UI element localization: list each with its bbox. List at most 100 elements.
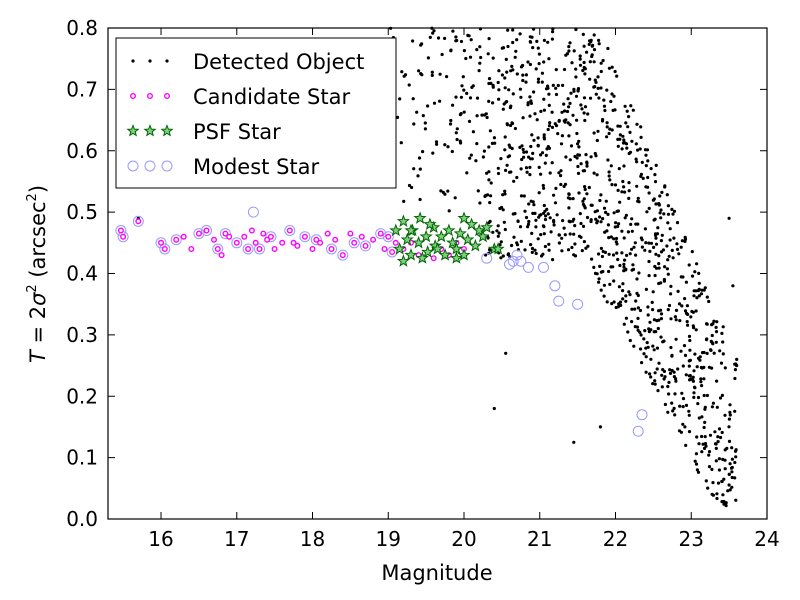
detected-object-point bbox=[614, 221, 618, 225]
detected-object-point bbox=[612, 300, 616, 304]
detected-object-point bbox=[515, 241, 519, 245]
x-tick-label: 19 bbox=[376, 527, 401, 551]
detected-object-point bbox=[426, 56, 430, 60]
detected-object-point bbox=[620, 251, 624, 255]
detected-object-point bbox=[567, 45, 571, 49]
detected-object-point bbox=[486, 236, 490, 240]
detected-object-point bbox=[543, 217, 548, 222]
detected-object-point bbox=[634, 253, 638, 257]
x-tick-label: 20 bbox=[451, 527, 476, 551]
detected-object-point bbox=[690, 274, 695, 278]
candidate-star-point bbox=[313, 236, 320, 243]
y-axis-label-close: ) bbox=[26, 185, 50, 193]
detected-object-point bbox=[529, 199, 533, 203]
detected-object-point bbox=[702, 425, 706, 430]
detected-object-point bbox=[644, 164, 648, 168]
detected-object-point bbox=[450, 149, 454, 154]
detected-object-point bbox=[529, 157, 533, 161]
detected-object-point bbox=[720, 430, 724, 435]
detected-object-point bbox=[687, 413, 691, 417]
detected-object-point bbox=[581, 199, 585, 203]
detected-object-point bbox=[713, 442, 718, 446]
detected-object-point bbox=[647, 259, 651, 264]
detected-object-point bbox=[568, 101, 572, 105]
detected-object-point bbox=[609, 235, 613, 239]
detected-object-point bbox=[583, 67, 587, 71]
detected-object-point bbox=[695, 262, 699, 266]
detected-object-point bbox=[593, 210, 597, 214]
detected-object-point bbox=[640, 160, 644, 164]
detected-object-point bbox=[532, 203, 536, 207]
detected-object-point bbox=[733, 460, 737, 465]
detected-object-point bbox=[549, 230, 553, 234]
candidate-star-point bbox=[195, 230, 202, 237]
detected-object-point bbox=[733, 368, 738, 372]
detected-object-point bbox=[618, 137, 622, 141]
detected-object-point bbox=[469, 153, 473, 157]
y-axis-label-unit-sup: 2 bbox=[25, 193, 40, 201]
detected-object-point bbox=[400, 70, 404, 74]
detected-object-point bbox=[727, 472, 731, 476]
x-tick-label: 17 bbox=[224, 527, 249, 551]
detected-object-point bbox=[445, 75, 449, 79]
detected-object-point bbox=[537, 191, 541, 195]
detected-object-point bbox=[635, 325, 640, 329]
detected-object-point bbox=[667, 254, 671, 258]
candidate-star-point bbox=[358, 233, 365, 240]
detected-object-point bbox=[646, 345, 650, 349]
detected-object-point bbox=[451, 103, 455, 107]
detected-object-point bbox=[693, 459, 697, 463]
detected-object-point bbox=[631, 267, 636, 271]
detected-object-point bbox=[510, 146, 514, 151]
legend-label: Detected Object bbox=[193, 50, 364, 74]
candidate-star-point bbox=[241, 233, 248, 240]
detected-object-point bbox=[733, 376, 737, 381]
legend-label: Modest Star bbox=[193, 155, 319, 179]
candidate-star-point bbox=[214, 245, 221, 252]
detected-object-point bbox=[539, 153, 543, 157]
detected-object-point bbox=[644, 287, 649, 291]
detected-object-point bbox=[582, 111, 586, 115]
detected-object-point bbox=[584, 153, 588, 157]
detected-object-point bbox=[545, 207, 549, 211]
detected-object-point bbox=[681, 364, 685, 368]
detected-object-point bbox=[676, 367, 680, 371]
detected-object-point bbox=[491, 101, 495, 105]
detected-object-point bbox=[569, 91, 573, 95]
detected-object-point bbox=[578, 57, 582, 61]
detected-object-point bbox=[717, 468, 722, 472]
detected-object-point bbox=[671, 409, 675, 413]
modest-star-point bbox=[212, 243, 224, 255]
psf-star-point bbox=[480, 220, 494, 234]
detected-object-point bbox=[700, 366, 704, 370]
detected-object-point bbox=[499, 240, 503, 244]
detected-object-point bbox=[567, 219, 571, 223]
detected-object-point bbox=[730, 457, 735, 461]
candidate-star-point bbox=[377, 230, 384, 237]
detected-object-point bbox=[662, 369, 667, 373]
detected-object-point bbox=[438, 72, 442, 76]
detected-object-point bbox=[647, 191, 651, 195]
detected-object-point bbox=[582, 240, 587, 244]
detected-object-point bbox=[455, 137, 459, 142]
detected-object-point bbox=[611, 265, 615, 269]
detected-object-point bbox=[461, 75, 465, 79]
detected-object-point bbox=[487, 77, 492, 81]
detected-object-point bbox=[662, 279, 667, 283]
detected-object-point bbox=[728, 462, 732, 466]
detected-object-point bbox=[507, 143, 511, 147]
detected-object-point bbox=[570, 61, 574, 65]
detected-object-point bbox=[552, 193, 556, 197]
detected-object-point bbox=[578, 63, 583, 67]
detected-object-point bbox=[666, 308, 670, 312]
detected-object-point bbox=[544, 153, 548, 157]
detected-object-point bbox=[599, 69, 603, 74]
detected-object-point bbox=[488, 129, 492, 133]
detected-object-point bbox=[459, 141, 463, 145]
psf-star-point bbox=[430, 242, 445, 255]
detected-object-point bbox=[629, 222, 633, 226]
detected-object-point bbox=[462, 110, 466, 114]
detected-object-point bbox=[692, 391, 696, 395]
detected-object-point bbox=[510, 243, 514, 248]
detected-object-point bbox=[691, 310, 696, 314]
